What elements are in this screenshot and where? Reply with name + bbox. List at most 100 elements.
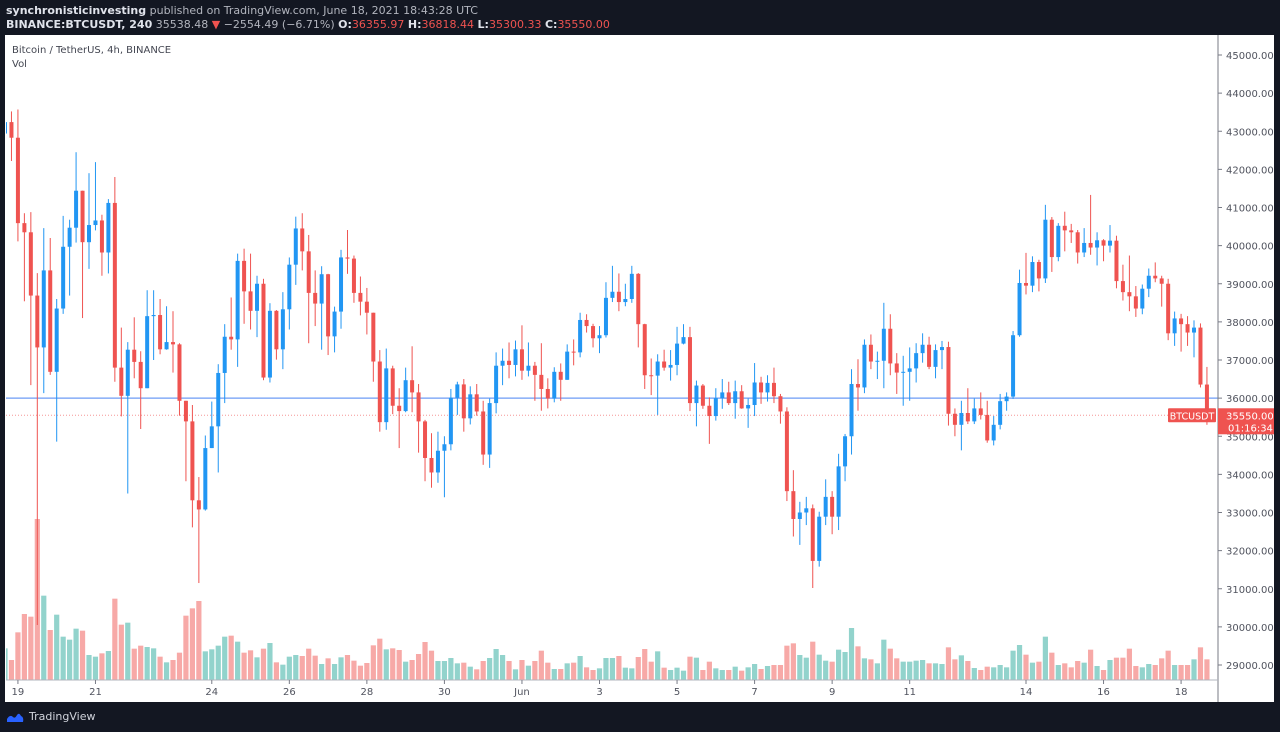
volume-bar <box>1062 663 1068 680</box>
candle <box>991 416 996 446</box>
volume-bar <box>1172 665 1178 680</box>
candle-body <box>229 336 234 340</box>
candle <box>339 249 344 329</box>
brand-name[interactable]: TradingView <box>29 710 96 723</box>
candle-body <box>700 385 705 406</box>
time-tick-label: 28 <box>361 687 374 698</box>
candle <box>843 433 848 482</box>
volume-bar <box>629 668 635 680</box>
candle <box>6 122 7 134</box>
volume-bar <box>913 660 919 680</box>
volume-bar <box>92 656 99 680</box>
volume-bar <box>939 664 945 680</box>
down-triangle-icon: ▼ <box>211 18 221 31</box>
candle <box>112 177 117 382</box>
volume-bar <box>461 662 467 680</box>
candle <box>158 299 163 355</box>
volume-bar <box>1159 658 1165 680</box>
candle <box>752 363 757 417</box>
candle <box>481 400 486 465</box>
candle <box>423 419 428 482</box>
candle <box>868 334 873 370</box>
candle-body <box>132 349 137 362</box>
candle-body <box>28 232 33 296</box>
candle <box>939 340 944 370</box>
candle-body <box>991 424 996 441</box>
candle-body <box>500 360 505 366</box>
time-tick-label: Jun <box>513 687 530 698</box>
volume-bar <box>8 660 15 680</box>
volume-bar <box>403 661 409 680</box>
candle <box>229 297 234 350</box>
candle-body <box>907 368 912 372</box>
candle-body <box>649 375 654 377</box>
volume-bar <box>984 666 990 680</box>
candle-body <box>164 342 169 350</box>
candle <box>384 348 389 430</box>
last-price-tag-bg <box>1218 408 1274 435</box>
volume-bar <box>667 670 674 680</box>
volume-bar <box>958 655 964 680</box>
candle <box>99 214 104 276</box>
candle-body <box>804 508 809 513</box>
volume-bar <box>67 639 73 680</box>
candle-body <box>261 283 266 378</box>
volume-bar <box>790 643 796 680</box>
candle <box>565 344 570 380</box>
candle-body <box>1004 396 1009 402</box>
candle-body <box>978 408 983 415</box>
volume-bar <box>299 656 305 680</box>
candle-body <box>591 326 596 339</box>
candle-body <box>300 228 305 252</box>
symbol-tag: BTCUSDT <box>1170 411 1215 422</box>
candle-body <box>319 274 324 304</box>
tradingview-logo-icon <box>7 713 24 722</box>
legend-title: Bitcoin / TetherUS, 4h, BINANCE <box>12 45 172 56</box>
candle <box>636 273 641 348</box>
time-tick-label: 21 <box>89 687 102 698</box>
candle <box>817 511 822 567</box>
candle <box>248 253 253 330</box>
candle-series <box>6 109 1209 625</box>
volume-bar <box>558 669 564 680</box>
candle-body <box>1049 219 1054 258</box>
price-change: −2554.49 (−6.71%) <box>223 18 335 31</box>
candle-body <box>487 403 492 455</box>
candle-body <box>830 496 835 517</box>
volume-bar <box>176 652 183 680</box>
candle-body <box>784 411 789 492</box>
volume-bar <box>157 656 163 680</box>
author-name[interactable]: synchronisticinvesting <box>6 4 147 17</box>
candle <box>274 310 279 360</box>
candle <box>830 491 835 535</box>
candle-body <box>190 421 195 501</box>
volume-bar <box>991 667 997 680</box>
volume-bar <box>577 656 583 680</box>
price-tick-label: 31000.00 <box>1226 585 1274 596</box>
candle <box>1056 223 1061 262</box>
candle <box>326 273 331 356</box>
candle-body <box>1146 275 1151 289</box>
candle <box>287 257 292 330</box>
candle <box>965 388 970 425</box>
volume-bar <box>377 638 383 680</box>
candle <box>1082 228 1087 258</box>
chart-panel[interactable] <box>5 35 1274 702</box>
high-label: H: <box>407 18 422 31</box>
candle-body <box>778 396 783 412</box>
candle-body <box>216 372 221 427</box>
candle <box>687 326 692 412</box>
candle <box>1088 194 1093 255</box>
volume-bar <box>144 647 150 680</box>
candle-body <box>817 516 822 561</box>
volume-bar <box>1204 659 1210 680</box>
candle <box>1101 239 1106 262</box>
candle-body <box>513 349 518 365</box>
candle <box>707 397 712 444</box>
candle-body <box>494 365 499 404</box>
candle-body <box>662 361 667 368</box>
candle <box>267 303 272 383</box>
volume-bar <box>997 665 1003 680</box>
volume-bar <box>1042 636 1048 680</box>
